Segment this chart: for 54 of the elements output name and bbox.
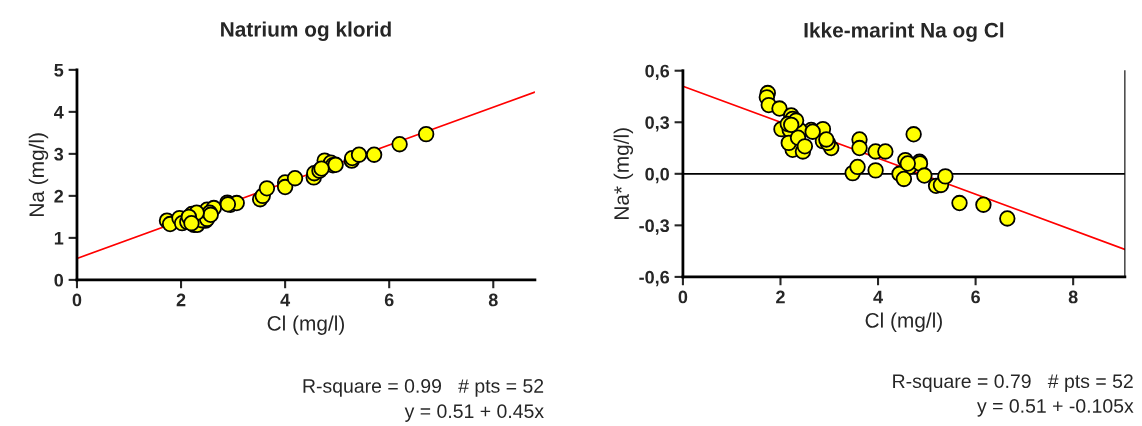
point [877,143,894,160]
point [937,168,954,185]
x-tick-label: 0 [72,293,82,307]
x-tick-label: 6 [971,290,980,304]
text: R-square = 0.79 # pts = 52 [893,374,1133,392]
point [951,194,968,212]
point [796,138,814,155]
point [916,167,933,184]
point [783,116,800,134]
y-axis-title: Na (mg/l) [28,133,49,216]
point [975,196,992,213]
chart-title: Ikke-marint Na og Cl [804,22,1004,42]
point [417,125,435,143]
y-tick-label: 0,3 [645,116,670,132]
point [818,131,835,148]
x-tick-label: 8 [1068,290,1078,304]
text: y = 0.51 + -0.105x [977,399,1134,417]
point [867,162,884,179]
point [258,180,276,197]
x-tick-label: 6 [384,293,394,307]
x-tick-label: 4 [873,290,883,304]
point [851,139,868,157]
point [899,155,916,172]
point [771,100,788,117]
point [365,146,383,163]
y-tick-label: -0,6 [639,270,670,287]
chart-title: Natrium og klorid [221,21,391,41]
x-tick-label: 2 [176,293,186,307]
y-tick-label: 0,6 [645,64,670,81]
x-tick-label: 4 [280,293,291,307]
y-axis-title: Na* (mg/l) [613,128,634,219]
point [391,136,408,153]
x-axis-title: Cl (mg/l) [865,312,942,332]
y-tick-label: 1 [54,232,64,245]
text: y = 0.51 + 0.45x [404,404,544,422]
x-tick-label: 8 [488,293,498,307]
y-tick-label: 3 [54,147,64,161]
text: R-square = 0.99 # pts = 52 [303,379,544,397]
y-tick-label: 0 [54,273,64,287]
point [905,126,922,143]
x-tick-label: 2 [776,290,785,304]
y-tick-label: 0,0 [645,167,669,184]
point [276,178,294,196]
y-tick-label: 4 [54,105,64,119]
point [350,146,368,163]
y-tick-label: 2 [54,189,64,203]
point [286,170,304,187]
x-tick-label: 0 [678,290,688,304]
point [999,210,1016,227]
y-tick-label: -0,3 [639,219,670,235]
point [895,170,913,188]
x-axis-title: Cl (mg/l) [267,315,344,335]
point [849,158,866,176]
y-tick-label: 5 [54,63,64,77]
